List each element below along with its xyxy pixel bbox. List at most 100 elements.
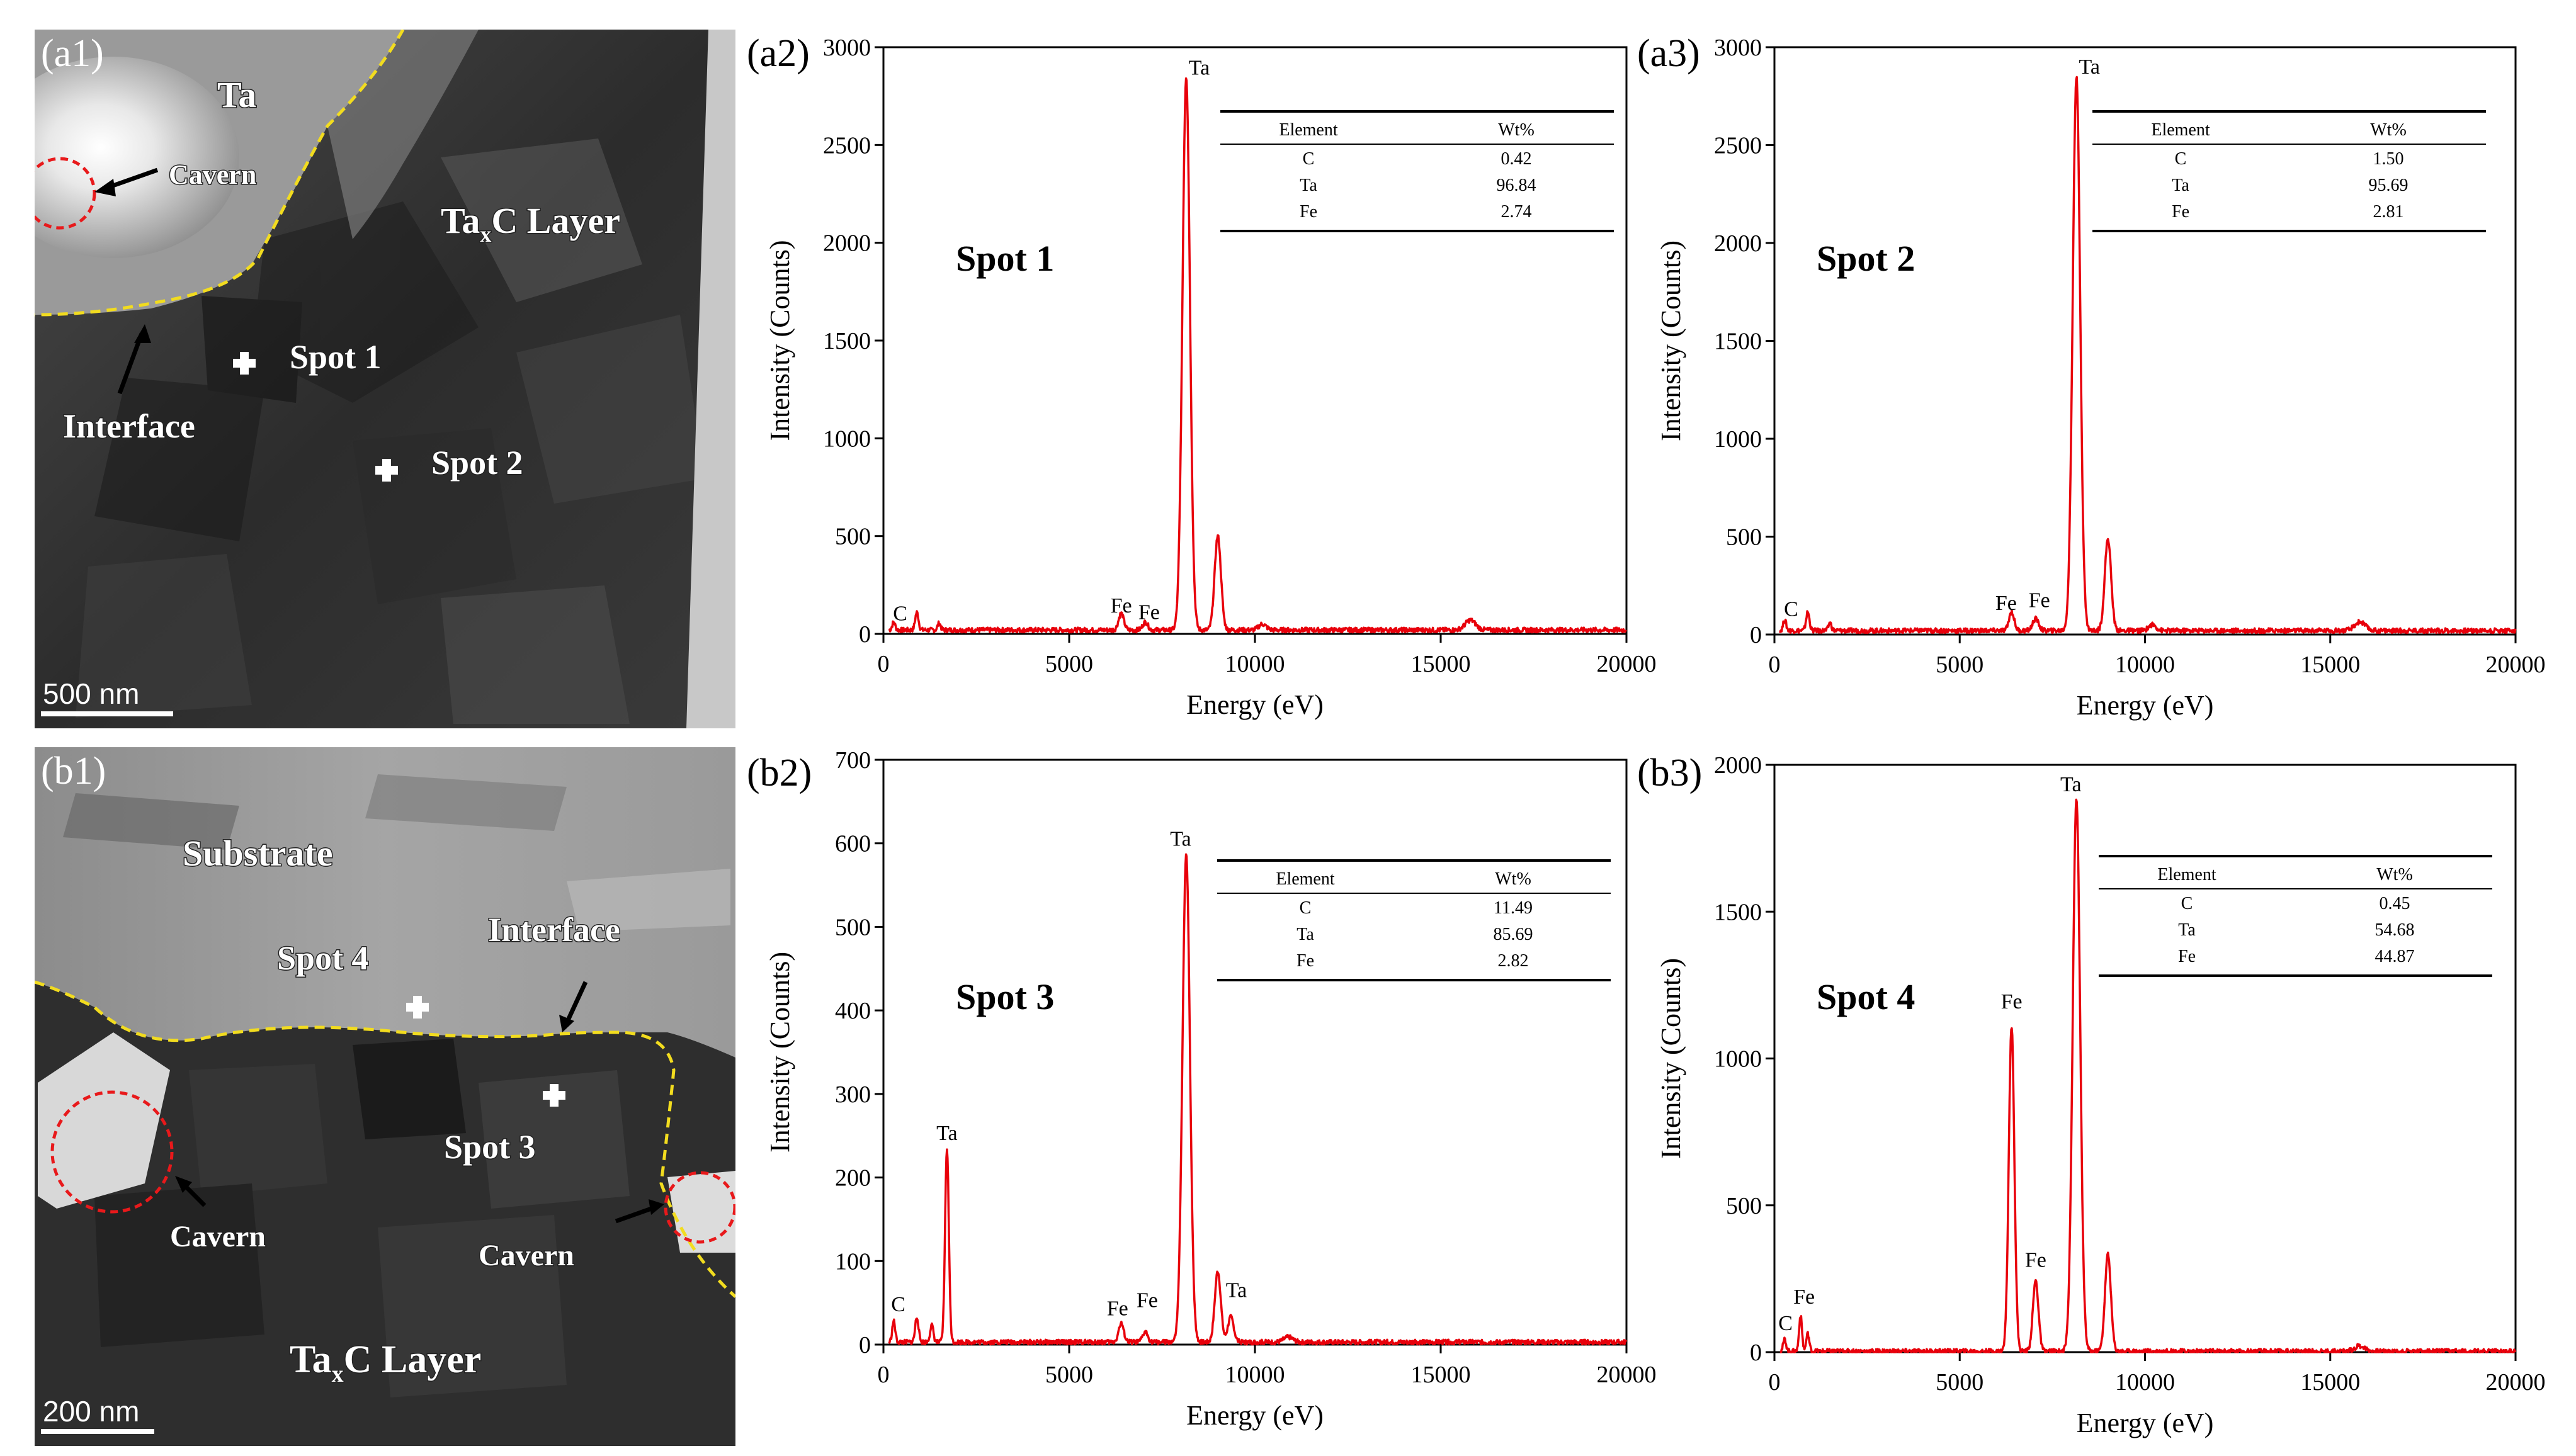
eds-chart-a3: (a3) 0 500 1000 1500 2000 2500 3000 0 5000 10000 15… (1637, 32, 2546, 721)
table-cell-wt: 1.50 (2373, 149, 2404, 169)
spot-label: Spot 1 (956, 238, 1054, 279)
spot-label: Spot 4 (1817, 976, 1915, 1017)
x-axis-label: Energy (eV) (1186, 1400, 1324, 1431)
panel-label: (b3) (1637, 752, 1702, 794)
eds-chart-b2: (b2) 0 100 200 300 400 500 600 700 0 5000 10000 1500… (747, 747, 1657, 1431)
y-axis-label: Intensity (Counts) (1655, 958, 1686, 1159)
table-cell-wt: 11.49 (1494, 898, 1533, 918)
x-tick-label: 10000 (1225, 651, 1285, 677)
peak-label: Ta (936, 1122, 958, 1145)
peak-label: C (893, 602, 907, 625)
y-tick-label: 100 (835, 1248, 871, 1275)
tem-image-a1 (35, 30, 735, 728)
eds-chart-a2: (a2) 0 500 1000 1500 2000 2500 3000 0 5000 10000 15… (747, 32, 1657, 720)
table-header-element: Element (1279, 120, 1338, 140)
table-header-wt: Wt% (2376, 865, 2413, 884)
x-tick-label: 15000 (1411, 1362, 1471, 1388)
peak-label: Fe (1793, 1285, 1815, 1309)
peak-label: Fe (2025, 1249, 2046, 1272)
plot-frame (882, 759, 1628, 1346)
y-tick-label: 200 (835, 1165, 871, 1192)
table-cell-wt: 0.45 (2380, 894, 2410, 913)
y-tick-label: 500 (1726, 524, 1762, 551)
y-tick-label: 2000 (823, 230, 871, 257)
x-tick-label: 0 (1769, 652, 1781, 678)
panel-label: (a2) (747, 32, 810, 75)
y-axis-label: Intensity (Counts) (764, 952, 795, 1153)
table-cell-element: C (2175, 149, 2187, 169)
tem-cavern-left-label: Cavern (170, 1220, 266, 1253)
table-cell-element: C (1300, 898, 1312, 918)
table-cell-wt: 2.74 (1501, 202, 1532, 222)
peak-label: C (1778, 1312, 1793, 1335)
x-tick-label: 0 (1769, 1369, 1781, 1396)
table-header-wt: Wt% (1495, 869, 1531, 889)
y-tick-label: 500 (835, 914, 871, 940)
scale-bar-label-b1: 200 nm (43, 1395, 139, 1428)
x-tick-label: 15000 (1411, 651, 1471, 677)
peak-label: Fe (1107, 1297, 1128, 1321)
x-tick-label: 20000 (2486, 652, 2546, 678)
tem-layer-label: TaxC Layer (441, 200, 620, 247)
x-tick-label: 0 (878, 1362, 890, 1388)
y-tick-label: 3000 (1714, 35, 1762, 61)
composition-table: Element Wt% C 1.50 Ta 95.69 Fe 2.81 (2092, 110, 2486, 232)
y-tick-label: 1000 (1714, 426, 1762, 453)
y-tick-label: 2000 (1714, 230, 1762, 257)
x-tick-label: 10000 (2115, 1369, 2175, 1396)
peak-label: C (1784, 597, 1798, 621)
y-tick-label: 500 (835, 524, 871, 550)
table-header-element: Element (2157, 865, 2216, 884)
table-header-element: Element (2151, 120, 2210, 140)
peak-label: Fe (1111, 594, 1132, 618)
composition-table: Element Wt% C 0.42 Ta 96.84 Fe 2.74 (1220, 110, 1614, 232)
tem-substrate-label: Substrate (183, 833, 332, 874)
tem-layer-label-b: TaxC Layer (290, 1338, 481, 1387)
table-cell-element: Ta (2178, 920, 2196, 940)
tem-cavern-label: Cavern (169, 159, 256, 190)
table-header-wt: Wt% (1498, 120, 1535, 140)
y-tick-label: 1500 (823, 328, 871, 354)
spot-label: Spot 3 (956, 976, 1054, 1017)
y-tick-label: 2500 (823, 132, 871, 159)
table-cell-element: Fe (1300, 202, 1317, 222)
y-tick-label: 300 (835, 1081, 871, 1108)
y-tick-label: 2000 (1714, 752, 1762, 779)
table-cell-element: Ta (1300, 176, 1317, 195)
spectrum-line (888, 853, 1628, 1346)
peak-label: Fe (1137, 1289, 1158, 1312)
y-tick-label: 700 (835, 747, 871, 774)
table-cell-element: Fe (2178, 947, 2196, 966)
x-tick-label: 15000 (2300, 652, 2360, 678)
table-cell-wt: 2.82 (1498, 951, 1529, 971)
x-tick-label: 5000 (1936, 652, 1983, 678)
y-tick-label: 3000 (823, 35, 871, 61)
x-tick-label: 0 (878, 651, 890, 677)
y-tick-label: 1000 (823, 426, 871, 452)
composition-table: Element Wt% C 11.49 Ta 85.69 Fe 2.82 (1217, 859, 1611, 981)
peak-label: C (891, 1293, 905, 1316)
tem-interface-label-b: Interface (488, 911, 620, 949)
panel-label: (a3) (1637, 32, 1700, 75)
table-header-element: Element (1276, 869, 1335, 889)
y-axis-label: Intensity (Counts) (1655, 240, 1686, 441)
peak-label: Fe (2001, 990, 2023, 1013)
table-cell-wt: 54.68 (2375, 920, 2415, 940)
x-axis-label: Energy (eV) (2077, 1408, 2214, 1438)
panel-label-b1: (b1) (41, 750, 106, 793)
table-cell-wt: 2.81 (2373, 202, 2404, 222)
peak-label: Fe (1995, 592, 2017, 615)
y-tick-label: 0 (859, 621, 871, 648)
x-tick-label: 10000 (2115, 652, 2175, 678)
peak-label: Ta (1226, 1278, 1247, 1302)
peak-label: Ta (2079, 55, 2100, 79)
panel-label-a1: (a1) (41, 32, 104, 75)
x-tick-label: 20000 (1597, 1362, 1657, 1388)
table-cell-wt: 0.42 (1501, 149, 1532, 169)
y-tick-label: 0 (1750, 622, 1762, 648)
x-tick-label: 15000 (2300, 1369, 2360, 1396)
peak-label: Ta (1170, 828, 1191, 851)
table-cell-element: Fe (2172, 202, 2189, 222)
